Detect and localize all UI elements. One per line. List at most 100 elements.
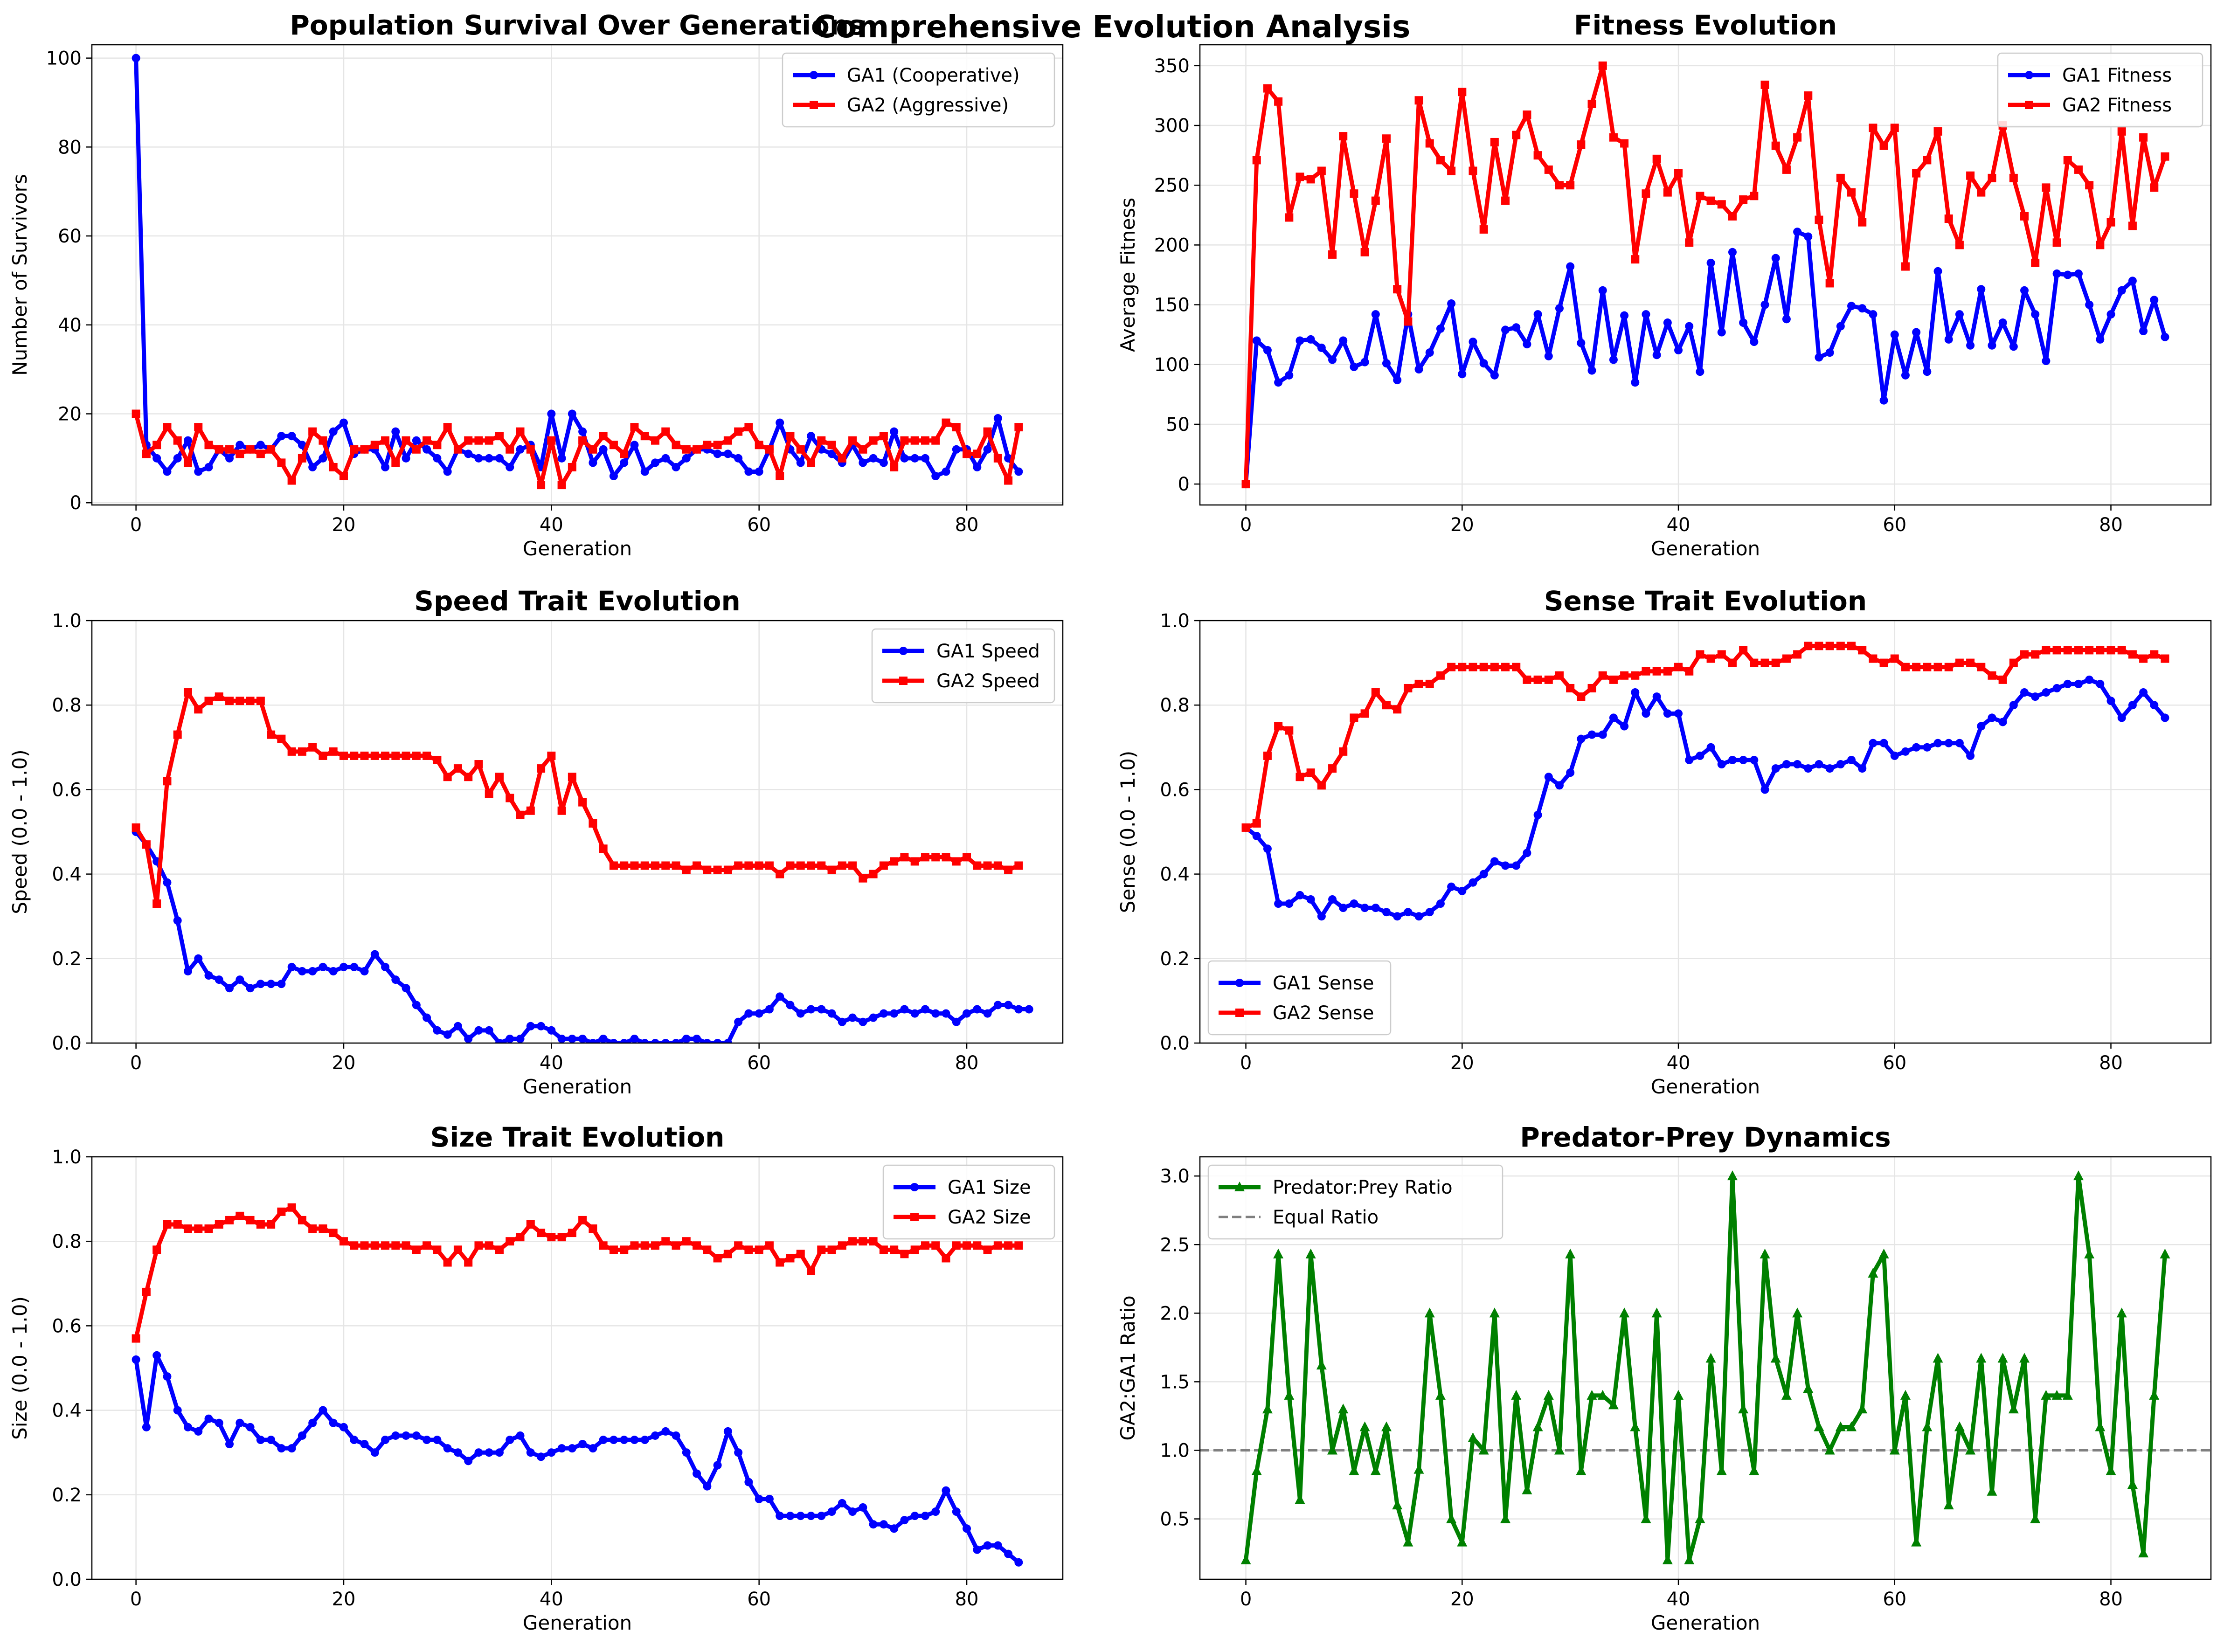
data-point <box>381 463 390 471</box>
y-tick-label: 1.0 <box>1160 610 1190 632</box>
data-point <box>1523 340 1531 349</box>
data-point <box>1544 352 1553 360</box>
data-point <box>1944 739 1953 747</box>
data-point <box>879 432 888 441</box>
data-point <box>744 423 753 432</box>
data-point <box>1350 899 1358 908</box>
data-point <box>1458 663 1467 671</box>
legend-box <box>882 1164 1055 1240</box>
data-point <box>412 445 421 454</box>
data-point <box>1955 241 1964 249</box>
data-point <box>1532 1421 1543 1431</box>
data-point <box>651 1039 660 1043</box>
x-tick-label: 0 <box>130 1589 142 1610</box>
data-point <box>589 1444 597 1453</box>
data-point <box>537 481 546 490</box>
data-point <box>236 1211 244 1220</box>
data-point <box>1479 225 1488 234</box>
data-point <box>225 984 234 993</box>
data-point <box>931 436 940 445</box>
y-tick-label: 300 <box>1154 115 1190 137</box>
data-point <box>173 916 182 925</box>
y-tick-label: 0 <box>70 492 82 514</box>
data-point <box>589 1224 597 1233</box>
data-point <box>391 1241 400 1250</box>
data-point <box>1609 133 1618 142</box>
data-point <box>1922 1421 1933 1431</box>
data-point <box>2128 701 2137 710</box>
panel-ratio: 0 20 40 60 80 0.5 1.0 1.5 2.0 2.5 3.0 Predator-Prey… <box>1116 1121 2212 1634</box>
data-point <box>672 1241 680 1250</box>
data-point <box>1447 663 1456 671</box>
axes-frame <box>91 44 1064 506</box>
data-point <box>900 436 909 445</box>
data-point <box>1523 849 1531 857</box>
data-point <box>1825 764 1834 773</box>
y-tick-label: 150 <box>1154 295 1190 316</box>
data-point <box>256 697 265 705</box>
axes-frame <box>91 620 1064 1044</box>
data-point <box>1630 1421 1641 1431</box>
data-point <box>1576 1465 1587 1475</box>
y-axis-label: Speed (0.0 - 1.0) <box>8 749 31 914</box>
data-point <box>132 409 140 418</box>
data-point <box>1393 285 1402 294</box>
data-point <box>557 1034 566 1043</box>
data-point <box>786 1254 795 1263</box>
data-point <box>485 789 493 798</box>
data-point <box>1620 311 1629 320</box>
data-point <box>765 861 774 870</box>
legend: GA1 Speed GA2 Speed <box>871 628 1055 704</box>
data-point <box>453 764 462 773</box>
data-point <box>630 423 639 432</box>
data-point <box>1360 709 1369 718</box>
data-point <box>1371 310 1380 319</box>
data-point <box>848 1013 857 1022</box>
data-point <box>1306 175 1315 184</box>
x-tick-label: 20 <box>1450 1589 1474 1610</box>
data-point <box>537 1022 546 1030</box>
data-point <box>485 1448 493 1457</box>
data-point <box>236 441 244 449</box>
data-point <box>1262 1403 1273 1414</box>
data-point <box>983 1245 992 1254</box>
data-point <box>516 427 525 436</box>
data-point <box>1804 642 1813 650</box>
data-point <box>1825 348 1834 357</box>
x-tick-label: 80 <box>2099 1589 2123 1610</box>
data-point <box>1879 739 1888 747</box>
data-point <box>1500 1513 1511 1523</box>
data-point <box>1608 1399 1619 1410</box>
data-point <box>267 980 276 988</box>
data-point <box>287 476 296 485</box>
data-point <box>993 414 1002 423</box>
data-point <box>963 1009 971 1018</box>
data-point <box>360 967 369 975</box>
data-point <box>2161 654 2169 663</box>
data-point <box>370 751 379 760</box>
data-point <box>1739 646 1748 655</box>
data-point <box>869 1013 878 1022</box>
data-point <box>1436 899 1445 908</box>
y-tick-label: 0.2 <box>52 948 82 970</box>
data-point <box>142 449 151 458</box>
data-point <box>796 1512 805 1521</box>
legend-label: GA1 (Cooperative) <box>847 65 1020 86</box>
data-point <box>1933 127 1942 136</box>
data-point <box>827 1507 836 1516</box>
data-point <box>2052 684 2061 692</box>
data-point <box>1847 755 1856 764</box>
data-point <box>1350 713 1358 722</box>
data-point <box>2020 212 2029 221</box>
data-point <box>807 861 816 870</box>
data-point <box>1382 134 1391 143</box>
data-point <box>277 734 286 743</box>
data-point <box>485 1241 493 1250</box>
data-point <box>931 1241 940 1250</box>
data-point <box>2161 152 2169 161</box>
data-point <box>1674 169 1683 178</box>
data-point <box>329 1229 338 1237</box>
data-point <box>723 449 732 458</box>
data-point <box>557 481 566 490</box>
data-point <box>1296 891 1304 899</box>
